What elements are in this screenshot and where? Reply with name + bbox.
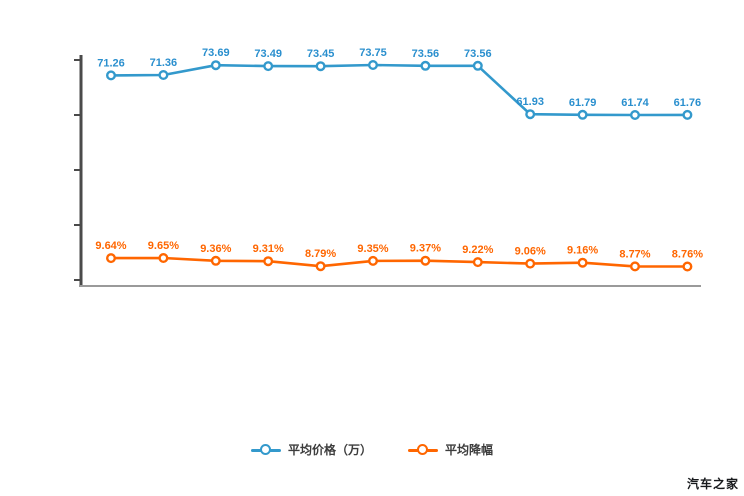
data-label: 61.93	[516, 96, 544, 108]
data-label: 71.36	[150, 57, 178, 69]
data-label: 71.26	[97, 57, 125, 69]
data-label: 9.64%	[95, 240, 126, 252]
data-point[interactable]	[210, 255, 221, 266]
data-label: 9.35%	[357, 243, 388, 255]
data-point[interactable]	[420, 60, 431, 71]
data-label: 61.79	[569, 97, 597, 109]
data-point[interactable]	[472, 60, 483, 71]
data-point[interactable]	[315, 61, 326, 72]
data-point[interactable]	[577, 109, 588, 120]
data-point[interactable]	[368, 255, 379, 266]
data-label: 73.75	[359, 47, 387, 59]
data-point[interactable]	[630, 261, 641, 272]
legend-label-average-price: 平均价格（万）	[287, 443, 372, 457]
data-point[interactable]	[368, 60, 379, 71]
data-point[interactable]	[263, 256, 274, 267]
data-point[interactable]	[472, 257, 483, 268]
legend-dot-icon	[259, 443, 271, 455]
data-label: 73.56	[464, 48, 492, 60]
series-line-1	[109, 256, 689, 268]
data-point[interactable]	[158, 69, 169, 80]
chart-legend: 平均价格（万） 平均降幅	[0, 441, 744, 458]
data-label: 9.36%	[200, 243, 231, 255]
data-label: 8.76%	[672, 249, 703, 261]
data-label: 9.37%	[410, 243, 441, 255]
legend-item-average-discount[interactable]: 平均降幅	[408, 441, 493, 458]
data-point[interactable]	[525, 258, 536, 269]
data-label: 9.65%	[148, 240, 179, 252]
data-label: 73.69	[202, 47, 230, 59]
data-label: 73.49	[254, 48, 282, 60]
data-point[interactable]	[210, 60, 221, 71]
legend-label-average-discount: 平均降幅	[445, 443, 494, 457]
data-label: 73.56	[412, 48, 440, 60]
data-label: 9.22%	[462, 244, 493, 256]
data-point[interactable]	[315, 261, 326, 272]
data-label: 9.31%	[253, 243, 284, 255]
data-point[interactable]	[420, 255, 431, 266]
data-point[interactable]	[525, 109, 536, 120]
legend-item-average-price[interactable]: 平均价格（万）	[250, 441, 372, 458]
data-point[interactable]	[682, 261, 693, 272]
data-point[interactable]	[158, 252, 169, 263]
watermark-autohome: 汽车之家	[686, 477, 739, 491]
data-point[interactable]	[105, 70, 116, 81]
data-label: 9.16%	[567, 245, 598, 257]
data-label: 61.76	[674, 97, 702, 109]
data-label: 61.74	[621, 97, 649, 109]
blue-line-marker-icon	[250, 443, 281, 456]
data-label: 73.45	[307, 48, 335, 60]
legend-dot-icon	[417, 443, 428, 455]
data-point[interactable]	[682, 109, 693, 120]
data-point[interactable]	[105, 253, 116, 264]
data-point[interactable]	[577, 257, 588, 268]
data-label: 8.79%	[305, 248, 336, 260]
data-label: 9.06%	[515, 246, 546, 258]
series-line-0	[109, 63, 689, 117]
orange-line-marker-icon	[408, 443, 438, 456]
data-point[interactable]	[630, 109, 641, 120]
data-label: 8.77%	[619, 248, 650, 260]
data-point[interactable]	[263, 61, 274, 72]
